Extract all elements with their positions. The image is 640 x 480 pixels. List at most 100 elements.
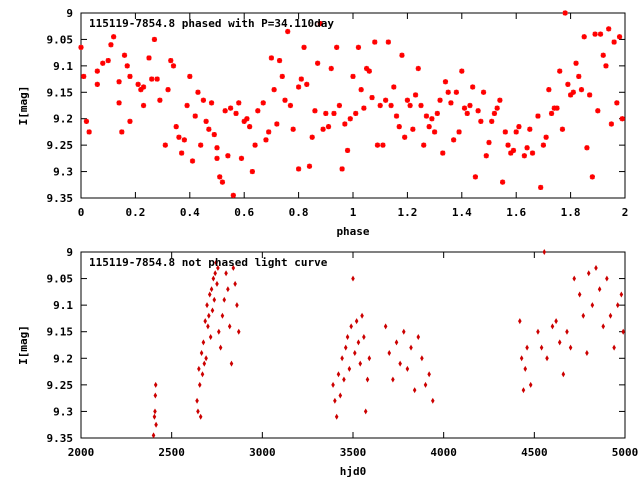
data-point: [525, 344, 529, 351]
data-point: [207, 312, 211, 319]
data-point: [198, 142, 204, 148]
data-point: [153, 408, 157, 415]
data-point: [200, 371, 205, 378]
data-point: [235, 302, 239, 309]
data-point: [290, 126, 296, 132]
data-point: [423, 113, 430, 119]
data-point: [601, 323, 606, 330]
data-point: [336, 102, 342, 109]
data-point: [535, 113, 541, 119]
data-point: [461, 105, 468, 111]
data-point: [456, 129, 462, 135]
y-tick-label: 9.05: [47, 273, 74, 286]
data-point: [559, 126, 566, 132]
data-point: [344, 147, 351, 154]
data-point: [356, 339, 361, 346]
data-point: [81, 73, 87, 80]
data-point: [603, 63, 609, 69]
x-tick-label: 2: [622, 206, 629, 219]
data-point: [412, 92, 419, 98]
data-point: [621, 328, 625, 335]
data-point: [612, 344, 616, 351]
data-point: [561, 371, 566, 378]
data-point: [138, 87, 144, 93]
data-point: [181, 137, 187, 143]
data-point: [342, 376, 346, 383]
data-point: [325, 124, 332, 130]
data-point: [619, 116, 625, 122]
data-point: [605, 275, 609, 282]
data-point: [494, 105, 500, 111]
data-point: [170, 63, 177, 69]
data-point: [367, 355, 372, 362]
data-point: [483, 153, 489, 159]
data-point: [282, 97, 288, 103]
data-point: [475, 108, 481, 114]
data-point: [380, 142, 386, 148]
data-point: [197, 365, 201, 372]
unphased-chart: 2000 2500 3000 3500 4000 4500 5000 9 9.05 9.1 9.15…: [17, 246, 638, 478]
x-tick-label: 0: [78, 206, 85, 219]
data-point: [231, 264, 236, 271]
data-point: [233, 280, 237, 287]
y-tick-label: 9.1: [53, 299, 73, 312]
data-point: [154, 421, 158, 428]
data-point: [276, 57, 283, 64]
data-point: [350, 73, 356, 80]
data-point: [351, 275, 355, 282]
data-point: [206, 323, 210, 330]
x-tick-label: 1.4: [452, 206, 472, 219]
data-point: [360, 312, 364, 319]
data-point: [338, 392, 343, 399]
data-point: [442, 79, 449, 85]
y-tick-label: 9.15: [47, 326, 74, 339]
data-series: [151, 249, 625, 439]
data-point: [353, 110, 359, 117]
data-point: [230, 192, 236, 198]
data-point: [287, 102, 294, 109]
data-point: [584, 145, 590, 151]
data-point: [391, 376, 395, 383]
data-point: [268, 55, 274, 61]
data-point: [545, 355, 549, 362]
data-point: [201, 339, 206, 346]
data-point: [407, 102, 413, 109]
plot-frame: [80, 12, 626, 199]
data-point: [266, 129, 272, 135]
data-point: [233, 110, 239, 117]
data-point: [377, 102, 383, 109]
data-point: [577, 291, 582, 298]
data-point: [615, 302, 620, 309]
data-point: [420, 355, 424, 362]
data-point: [581, 34, 587, 40]
data-point: [595, 108, 601, 114]
data-point: [336, 371, 341, 378]
data-point: [550, 323, 555, 330]
data-point: [328, 65, 334, 72]
data-point: [211, 275, 216, 282]
data-point: [497, 97, 503, 103]
data-point: [597, 286, 602, 293]
data-point: [491, 110, 498, 117]
y-tick-label: 9.25: [47, 379, 74, 392]
data-point: [608, 121, 614, 127]
data-point: [116, 100, 122, 106]
data-point: [472, 174, 478, 180]
x-tick-label: 4500: [521, 446, 548, 459]
data-point: [217, 174, 223, 180]
data-point: [149, 76, 155, 82]
x-tick-label: 0.6: [234, 206, 254, 219]
data-point: [340, 355, 344, 362]
data-point: [543, 134, 549, 140]
data-point: [200, 97, 206, 103]
data-point: [415, 65, 421, 72]
x-tick-label: 2000: [68, 446, 95, 459]
x-tick-label: 4000: [430, 446, 457, 459]
data-point: [437, 97, 443, 103]
data-point: [140, 102, 147, 109]
data-point: [358, 87, 364, 93]
data-point: [347, 365, 352, 372]
data-point: [228, 105, 234, 111]
data-point: [211, 131, 217, 138]
data-point: [587, 92, 593, 98]
